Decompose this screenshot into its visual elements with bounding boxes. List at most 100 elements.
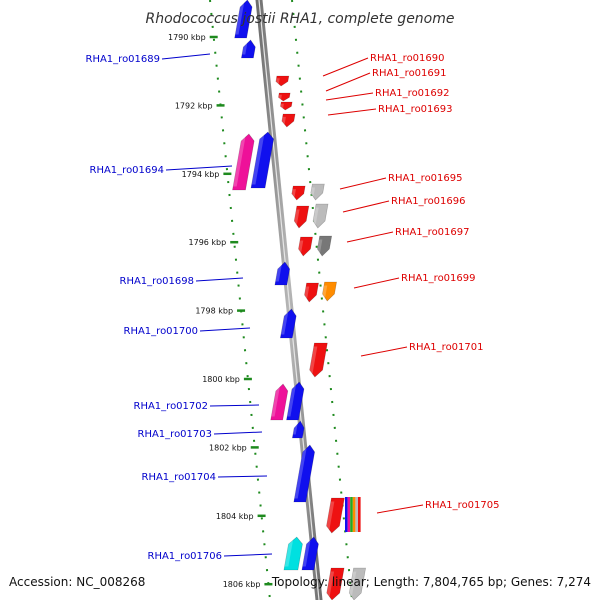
gene-ro01697a (298, 236, 313, 257)
gene-ro01695a (291, 185, 306, 201)
gene-ro01688-partial (234, 0, 253, 39)
gene-ro01708-partial-shade (348, 571, 357, 597)
label-leader (209, 404, 260, 407)
gene-label-RHA1_ro01702[interactable]: RHA1_ro01702 (134, 401, 209, 412)
gene-ro01705-stripe (352, 497, 356, 532)
gene-ro01702b (286, 381, 305, 421)
gene-ro01705a (326, 497, 345, 534)
label-leader (346, 231, 394, 243)
gene-label-RHA1_ro01705[interactable]: RHA1_ro01705 (425, 500, 500, 511)
label-leader (199, 327, 251, 332)
label-layer: RHA1_ro01689 RHA1_ro01694 RHA1_ro01698 RHA1… (86, 53, 500, 562)
gene-label-RHA1_ro01706[interactable]: RHA1_ro01706 (148, 551, 223, 562)
genome-backbone-highlight (258, 0, 320, 600)
label-leader (223, 553, 273, 557)
gene-label-RHA1_ro01695[interactable]: RHA1_ro01695 (388, 173, 463, 184)
gene-ro01693-shade (281, 116, 286, 125)
label-leader (217, 475, 268, 478)
label-leader (213, 431, 263, 435)
gene-ro01691 (278, 92, 291, 102)
label-leader (327, 108, 377, 116)
gene-ro01708-partial (348, 567, 366, 600)
gene-ro01702a (270, 383, 289, 421)
gene-ro01694a (232, 133, 255, 191)
gene-ro01697a-shade (297, 240, 304, 253)
gene-label-RHA1_ro01690[interactable]: RHA1_ro01690 (370, 53, 445, 64)
gene-ro01703 (292, 420, 305, 439)
label-leader (325, 92, 374, 101)
label-leader (360, 346, 408, 357)
scale-label: 1796 kbp (189, 238, 227, 247)
gene-ro01700-shade (280, 312, 289, 335)
gene-ro01707-partial-shade (326, 571, 335, 597)
gene-ro01694a-shade (233, 137, 246, 187)
gene-ro01705-stripe (350, 497, 353, 532)
gene-ro01699a (304, 282, 319, 303)
gene-ro01691-shade (278, 94, 282, 100)
gene-ro01700 (279, 308, 297, 339)
scale-label: 1792 kbp (175, 101, 213, 110)
gene-ro01704-shade (294, 448, 307, 499)
gene-ro01703-shade (292, 424, 298, 435)
gene-ro01705-stripe (355, 497, 358, 532)
genome-summary-text: Topology: linear; Length: 7,804,765 bp; … (271, 575, 591, 589)
gene-ro01705-stripe (345, 497, 348, 532)
scale-label: 1806 kbp (223, 580, 261, 589)
gene-ro01698-shade (275, 265, 282, 282)
gene-ro01706b-shade (302, 540, 311, 567)
gene-ro01689-shade (242, 43, 248, 55)
label-leader (353, 277, 400, 289)
gene-ro01690-shade (275, 78, 280, 84)
gene-label-RHA1_ro01694[interactable]: RHA1_ro01694 (90, 165, 165, 176)
gene-label-RHA1_ro01704[interactable]: RHA1_ro01704 (142, 472, 217, 483)
gene-label-RHA1_ro01699[interactable]: RHA1_ro01699 (401, 273, 476, 284)
gene-ro01699b (322, 281, 337, 302)
gene-ro01694b (250, 131, 274, 189)
gene-ro01689 (241, 39, 256, 59)
gene-ro01696a (293, 205, 310, 229)
scale-rail-right (291, 0, 353, 600)
scale-label: 1802 kbp (209, 443, 247, 452)
gene-label-RHA1_ro01692[interactable]: RHA1_ro01692 (375, 88, 450, 99)
gene-ro01694b-shade (251, 135, 265, 185)
gene-ro01698 (274, 261, 291, 286)
label-leader (325, 72, 371, 92)
label-leader (342, 200, 390, 213)
gene-ro01705-stripe (347, 497, 351, 532)
scale-label: 1790 kbp (168, 33, 206, 42)
scale-label: 1794 kbp (182, 170, 220, 179)
gene-ro01688-partial-shade (235, 3, 245, 35)
gene-ro01706a (283, 536, 303, 571)
gene-label-RHA1_ro01701[interactable]: RHA1_ro01701 (409, 342, 484, 353)
gene-label-RHA1_ro01691[interactable]: RHA1_ro01691 (372, 68, 447, 79)
gene-label-RHA1_ro01696[interactable]: RHA1_ro01696 (391, 196, 466, 207)
gene-label-RHA1_ro01689[interactable]: RHA1_ro01689 (86, 54, 161, 65)
gene-label-RHA1_ro01693[interactable]: RHA1_ro01693 (378, 104, 453, 115)
label-leader (195, 277, 244, 282)
accession-text: Accession: NC_008268 (9, 575, 145, 589)
gene-ro01705a-shade (325, 501, 335, 530)
label-leader (339, 177, 387, 190)
gene-ro01697b (317, 235, 333, 257)
gene-label-RHA1_ro01703[interactable]: RHA1_ro01703 (138, 429, 213, 440)
gene-ro01706a-shade (284, 540, 293, 567)
gene-ro01695b-shade (310, 187, 316, 197)
gene-ro01695b (310, 183, 325, 201)
gene-ro01692 (280, 101, 293, 111)
gene-ro01696a-shade (293, 209, 300, 225)
label-leader (322, 57, 369, 77)
gene-ro01697b-shade (316, 239, 323, 253)
scale-label: 1804 kbp (216, 512, 254, 521)
gene-label-RHA1_ro01698[interactable]: RHA1_ro01698 (120, 276, 195, 287)
gene-ro01693 (281, 113, 296, 128)
gene-ro01705-stripe (358, 497, 361, 532)
map-title: Rhodococcus jostii RHA1, complete genome (145, 11, 454, 27)
gene-layer (232, 0, 366, 600)
gene-label-RHA1_ro01700[interactable]: RHA1_ro01700 (124, 326, 199, 337)
scale-rail-left (209, 0, 271, 600)
gene-ro01695a-shade (291, 189, 296, 197)
label-leader (376, 504, 424, 514)
gene-label-RHA1_ro01697[interactable]: RHA1_ro01697 (395, 227, 470, 238)
